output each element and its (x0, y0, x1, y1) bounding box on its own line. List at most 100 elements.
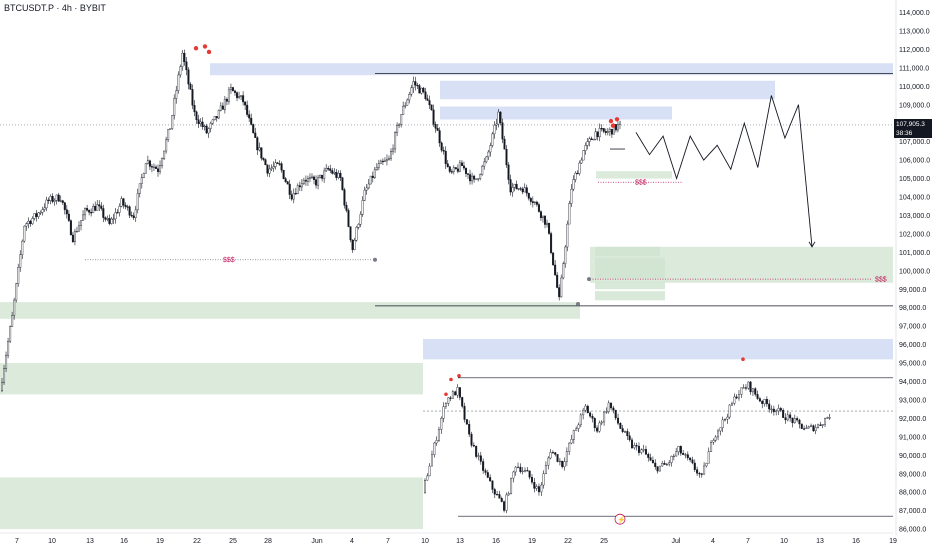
inset-candle (798, 419, 801, 425)
upper-candle (110, 218, 113, 224)
upper-candle (223, 98, 226, 110)
upper-candle (49, 196, 52, 201)
upper-candle (161, 158, 164, 166)
zone-demand-5 (0, 302, 580, 319)
upper-candle (173, 98, 176, 116)
zone-supply-1 (440, 80, 775, 100)
inset-candle (547, 457, 550, 466)
inset-candle (428, 465, 431, 477)
upper-candle (31, 218, 34, 225)
swing-high-marker (206, 49, 212, 55)
upper-candle (221, 105, 224, 110)
inset-candle (598, 422, 601, 432)
inset-candle (437, 429, 440, 441)
upper-candle (209, 123, 212, 129)
y-axis[interactable]: 86,000.0 87,000.0 88,000.0 89,000.0 90,000.0… (895, 0, 930, 535)
inset-candle (475, 445, 478, 457)
inset-candle (510, 477, 513, 494)
x-axis[interactable]: 7 10 13 16 19 22 25 28 Jun 4 7 10 13 16 19 22 25 Jul 4 7 10 1… (0, 532, 897, 545)
swing-high-marker (193, 46, 199, 51)
x-tick-label: Jul (672, 538, 681, 545)
upper-candle (298, 185, 301, 188)
upper-candle (35, 213, 38, 217)
inset-candle (635, 445, 638, 447)
upper-candle (94, 206, 97, 211)
inset-candle (777, 408, 780, 412)
upper-candle (304, 179, 307, 182)
upper-candle (19, 254, 22, 268)
inset-candle (698, 473, 701, 475)
upper-candle (71, 234, 74, 243)
y-tick-label: 87,000.0 (899, 508, 926, 515)
upper-candle (367, 183, 370, 189)
inset-candle (603, 411, 606, 423)
upper-candle (462, 165, 465, 169)
upper-candle (404, 105, 407, 107)
upper-candle (179, 66, 182, 76)
inset-candle (479, 455, 482, 462)
upper-candle (187, 69, 190, 85)
upper-candle (185, 61, 188, 71)
inset-candle (828, 417, 831, 419)
upper-candle (535, 201, 538, 205)
lightning-icon: ⚡ (617, 515, 626, 524)
upper-candle (96, 204, 99, 211)
upper-candle (414, 81, 417, 86)
inset-candle (691, 459, 694, 464)
inset-candle (796, 418, 799, 421)
upper-candle (47, 199, 50, 202)
y-tick-label: 101,000.0 (899, 250, 930, 257)
upper-candle (552, 252, 555, 266)
upper-candle (464, 167, 467, 174)
upper-candle (154, 166, 157, 169)
inset-candle (672, 455, 675, 458)
inset-candle (730, 403, 733, 406)
upper-candle (359, 214, 362, 225)
upper-candle (458, 162, 461, 172)
inset-candle (724, 419, 727, 421)
upper-candle (493, 124, 496, 135)
upper-candle (67, 213, 70, 221)
upper-candle (355, 227, 358, 241)
upper-candle (460, 162, 463, 167)
upper-candle (444, 151, 447, 164)
upper-candle (197, 119, 200, 124)
inset-candle (824, 418, 827, 425)
inset-candle (514, 466, 517, 473)
inset-candle (814, 427, 817, 432)
upper-candle (339, 172, 342, 178)
upper-candle (175, 90, 178, 99)
upper-candle (333, 171, 336, 174)
event-icon-ring (614, 513, 626, 525)
projection-arrowhead (808, 241, 816, 248)
y-tick-label: 95,000.0 (899, 361, 926, 368)
x-tick-label: 16 (120, 538, 128, 545)
y-tick-label: 104,000.0 (899, 195, 930, 202)
inset-candle (651, 459, 654, 464)
upper-candle (327, 168, 330, 170)
upper-candle (438, 130, 441, 144)
inset-candle (663, 463, 666, 465)
upper-candle (252, 124, 255, 134)
liquidity-label-3: $$$ (875, 277, 887, 284)
inset-candle (589, 412, 592, 417)
upper-candle (594, 131, 597, 140)
upper-candle (485, 156, 488, 163)
upper-candle (246, 104, 249, 115)
upper-candle (286, 181, 289, 185)
upper-candle (57, 194, 60, 202)
y-tick-label: 111,000.0 (899, 65, 929, 72)
inset-candle (575, 428, 578, 431)
upper-candle (529, 198, 532, 202)
inset-candle (779, 408, 782, 411)
upper-candle (29, 220, 32, 225)
upper-candle (533, 201, 536, 204)
upper-candle (341, 177, 344, 190)
upper-candle (568, 203, 571, 225)
upper-candle (3, 368, 6, 383)
inset-candle (426, 475, 429, 481)
upper-candle (152, 166, 155, 168)
upper-candle (1, 382, 4, 391)
upper-candle (248, 114, 251, 119)
